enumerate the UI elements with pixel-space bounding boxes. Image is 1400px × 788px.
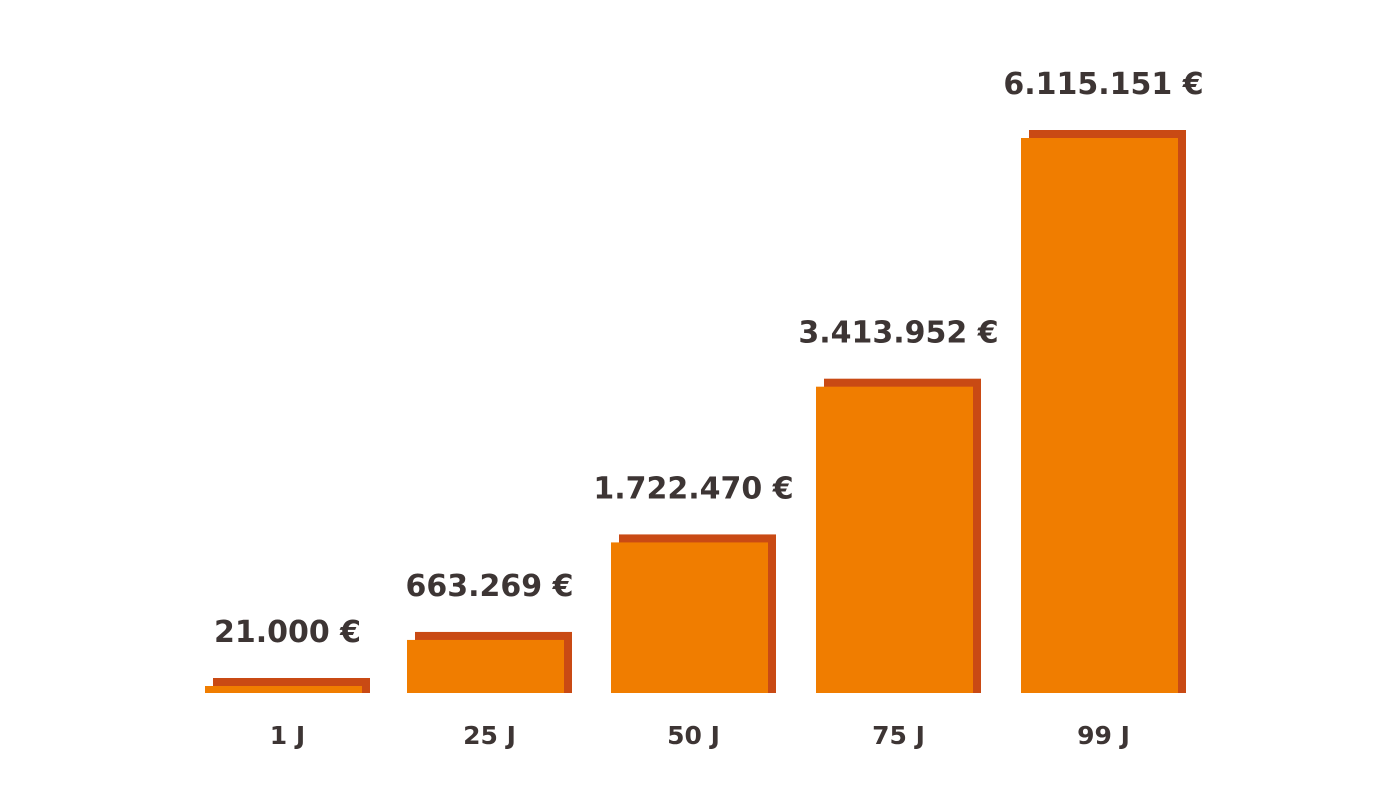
bar-value-label: 21.000 € bbox=[214, 615, 361, 650]
bar bbox=[816, 386, 973, 693]
value-labels-group: 21.000 € 663.269 € 1.722.470 € 3.413.952 € 6… bbox=[214, 67, 1204, 650]
x-tick-label: 1 J bbox=[270, 721, 305, 750]
bar bbox=[1021, 138, 1178, 693]
x-tick-label: 50 J bbox=[667, 721, 720, 750]
bar-value-label: 1.722.470 € bbox=[593, 471, 793, 506]
x-tick-label: 99 J bbox=[1077, 721, 1130, 750]
bar bbox=[205, 686, 362, 693]
bar-value-label: 6.115.151 € bbox=[1003, 67, 1203, 102]
x-tick-label: 25 J bbox=[463, 721, 516, 750]
bars-group bbox=[205, 130, 1186, 693]
bar bbox=[407, 639, 564, 693]
bar bbox=[611, 542, 768, 693]
bar-value-label: 663.269 € bbox=[406, 569, 574, 604]
bar-value-label: 3.413.952 € bbox=[798, 316, 998, 351]
x-tick-labels-group: 1 J 25 J 50 J 75 J 99 J bbox=[270, 721, 1130, 750]
x-tick-label: 75 J bbox=[872, 721, 925, 750]
